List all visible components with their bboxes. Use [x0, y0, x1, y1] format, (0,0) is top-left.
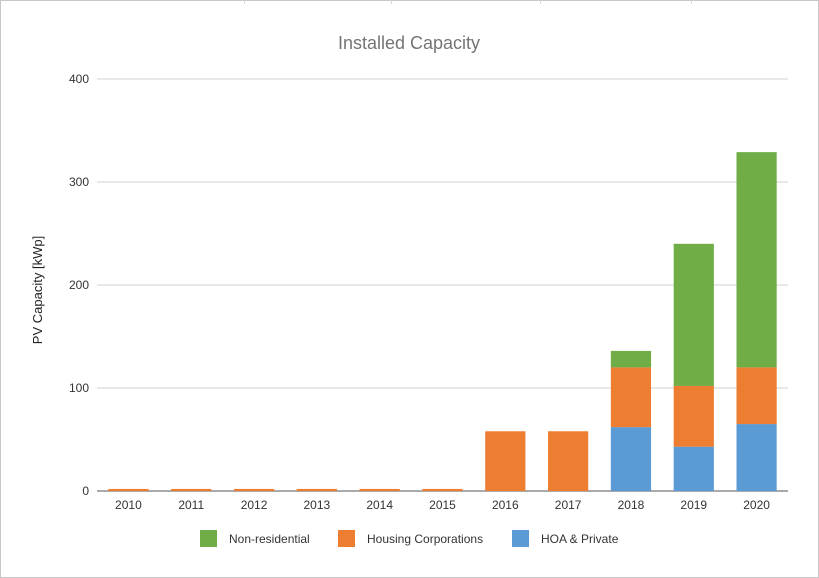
bar-segment — [422, 488, 463, 491]
legend-swatch — [338, 530, 355, 547]
bar-segment — [610, 367, 652, 428]
y-tick-label: 300 — [69, 175, 89, 189]
bar-segment — [610, 350, 652, 368]
x-tick-label: 2019 — [680, 498, 707, 512]
x-tick-label: 2016 — [492, 498, 519, 512]
legend-swatch — [200, 530, 217, 547]
bar-segment — [610, 427, 652, 491]
bar-segment — [233, 488, 275, 491]
y-axis-label: PV Capacity [kWp] — [30, 236, 45, 344]
legend: Non-residential Housing Corporations HOA &… — [200, 530, 619, 547]
frame-divider — [540, 0, 541, 4]
bar-segment — [673, 446, 714, 491]
x-tick-label: 2013 — [304, 498, 331, 512]
frame-divider — [244, 0, 245, 4]
y-tick-label: 400 — [69, 72, 89, 86]
x-tick-label: 2018 — [618, 498, 645, 512]
legend-label: Housing Corporations — [367, 532, 483, 546]
bar-segment — [171, 488, 212, 491]
y-tick-labels: 0 100 200 300 400 — [69, 72, 89, 498]
bar-segment — [673, 385, 714, 447]
legend-label: Non-residential — [229, 532, 310, 546]
bar-segment — [296, 488, 337, 491]
x-tick-label: 2020 — [743, 498, 770, 512]
bars — [108, 152, 777, 491]
bar-segment — [548, 431, 589, 491]
y-tick-label: 0 — [82, 484, 89, 498]
bar-segment — [736, 424, 777, 491]
y-tick-label: 100 — [69, 381, 89, 395]
bar-segment — [736, 367, 777, 425]
x-tick-label: 2011 — [178, 498, 204, 512]
x-tick-label: 2015 — [429, 498, 456, 512]
x-tick-label: 2012 — [241, 498, 268, 512]
legend-swatch — [512, 530, 529, 547]
bar-segment — [736, 152, 777, 368]
x-tick-label: 2017 — [555, 498, 582, 512]
frame-divider — [391, 0, 392, 4]
y-tick-label: 200 — [69, 278, 89, 292]
x-tick-label: 2010 — [115, 498, 142, 512]
x-tick-label: 2014 — [366, 498, 393, 512]
bar-segment — [359, 488, 400, 491]
chart-title: Installed Capacity — [338, 33, 480, 53]
bar-segment — [673, 243, 714, 386]
legend-label: HOA & Private — [541, 532, 619, 546]
frame-divider — [691, 0, 692, 4]
bar-segment — [485, 431, 526, 491]
bar-segment — [108, 488, 149, 491]
x-tick-labels: 2010 2011 2012 2013 2014 2015 2016 2017 2018 2019… — [115, 498, 770, 512]
